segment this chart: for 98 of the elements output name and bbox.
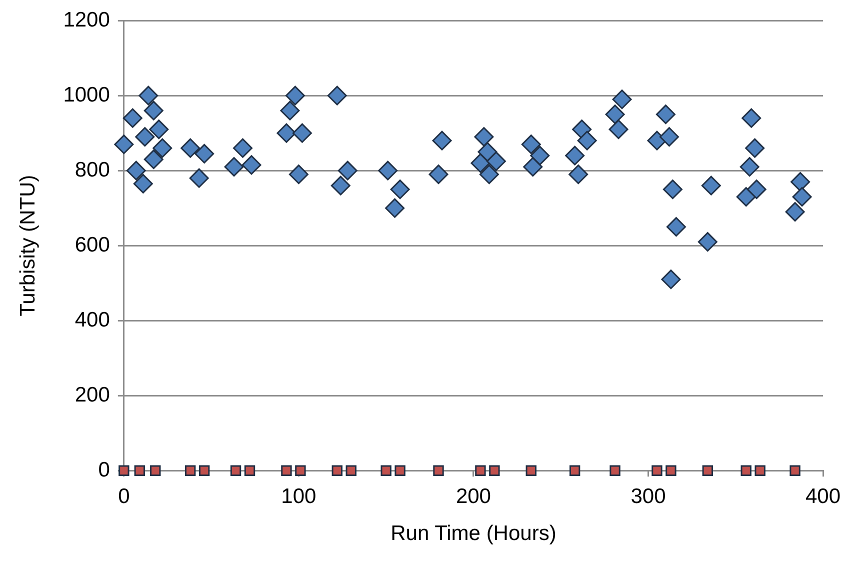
point — [701, 176, 721, 196]
point — [479, 164, 499, 184]
y-tick-label: 0 — [98, 458, 110, 482]
point — [380, 465, 392, 476]
x-tick-label: 400 — [805, 484, 841, 508]
point — [432, 130, 452, 150]
point — [647, 130, 667, 150]
point — [330, 176, 350, 196]
point — [276, 123, 296, 143]
point — [486, 151, 506, 171]
point — [135, 127, 155, 147]
point — [280, 100, 300, 120]
point — [478, 142, 498, 162]
point — [144, 150, 164, 170]
y-tick-label: 800 — [74, 158, 110, 182]
point — [288, 164, 308, 184]
point — [577, 130, 597, 150]
x-tick-label: 100 — [281, 484, 316, 508]
point — [702, 465, 713, 476]
point — [526, 465, 536, 476]
point — [338, 160, 358, 180]
point — [285, 86, 305, 106]
point — [470, 153, 490, 173]
y-axis-title: Turbisity (NTU) — [16, 174, 40, 316]
point — [378, 160, 398, 180]
point — [659, 127, 679, 147]
point — [198, 465, 210, 476]
point — [746, 180, 766, 200]
point — [194, 144, 214, 164]
point — [118, 465, 130, 476]
point — [608, 120, 628, 140]
point — [327, 86, 347, 106]
point — [662, 180, 682, 200]
point — [244, 465, 256, 476]
point — [433, 465, 444, 476]
point — [661, 270, 681, 290]
y-tick-label: 400 — [74, 308, 110, 332]
point — [698, 232, 718, 252]
y-tick-label: 1200 — [63, 8, 110, 32]
point — [792, 187, 812, 207]
point — [474, 127, 494, 147]
point — [565, 146, 585, 166]
point — [742, 108, 762, 128]
point — [666, 465, 676, 476]
point — [122, 108, 142, 128]
point — [180, 138, 200, 158]
point — [785, 202, 805, 222]
point — [394, 465, 406, 476]
point — [144, 100, 164, 120]
point — [612, 90, 632, 110]
y-tick-label: 1000 — [63, 83, 110, 106]
y-tick-label: 200 — [74, 383, 110, 406]
point — [233, 138, 253, 158]
point — [740, 157, 760, 177]
point — [745, 138, 765, 158]
point — [138, 86, 158, 106]
point — [428, 164, 448, 184]
point — [790, 172, 810, 192]
point — [152, 138, 172, 158]
point — [230, 465, 242, 476]
x-tick-label: 300 — [630, 484, 666, 508]
point — [740, 465, 752, 476]
point — [605, 104, 625, 124]
point — [242, 155, 262, 175]
point — [656, 104, 676, 124]
point — [295, 465, 306, 476]
point — [281, 465, 292, 476]
x-tick-label: 200 — [456, 484, 491, 508]
point — [224, 157, 244, 177]
point — [790, 465, 800, 476]
point — [390, 180, 410, 200]
point — [332, 465, 342, 476]
point — [385, 198, 405, 218]
point — [530, 146, 550, 166]
point — [652, 465, 662, 476]
point — [114, 134, 134, 154]
point — [126, 160, 146, 180]
point — [666, 217, 686, 237]
point — [184, 465, 196, 476]
point — [134, 465, 145, 476]
x-axis-title: Run Time (Hours) — [390, 522, 556, 546]
point — [523, 157, 543, 177]
point — [133, 174, 153, 194]
point — [568, 164, 588, 184]
point — [736, 187, 756, 207]
point — [489, 465, 500, 476]
point — [292, 123, 312, 143]
point — [150, 465, 161, 476]
point — [346, 465, 356, 476]
point — [149, 120, 169, 140]
x-tick-label: 0 — [118, 484, 130, 508]
point — [521, 134, 541, 154]
point — [189, 168, 209, 188]
y-tick-label: 600 — [74, 233, 110, 256]
point — [475, 465, 486, 476]
point — [569, 465, 580, 476]
point — [754, 465, 766, 476]
point — [610, 465, 620, 476]
